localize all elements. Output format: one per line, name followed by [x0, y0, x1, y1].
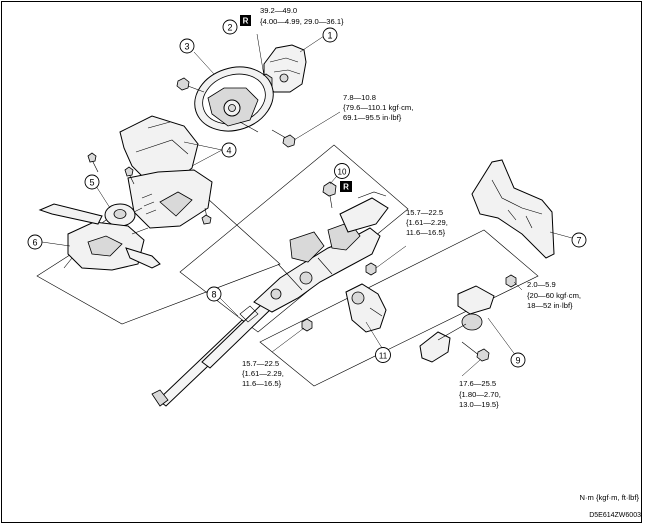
callout-3: 3 — [179, 38, 195, 54]
wheel-bolt-right — [271, 129, 296, 148]
reuse-marker-top-label: R — [243, 17, 249, 26]
steering-lock — [345, 283, 387, 333]
callout-7-label: 7 — [576, 236, 581, 246]
column-upper-box — [179, 144, 409, 333]
torque-spec-column-low: 15.7—22.5 {1.61—2.29, 11.6—16.5} — [242, 359, 284, 388]
column-nut-mid — [365, 262, 377, 276]
torque-wheel-line2: {79.6—110.1 kgf·cm, — [343, 103, 413, 112]
torque-joint-line2: {1.80—2.70, — [459, 390, 501, 399]
torque-low-line2: {1.61—2.29, — [242, 369, 284, 378]
callout-6-label: 6 — [32, 238, 37, 248]
torque-small-line2: {20—60 kgf·cm, — [527, 291, 581, 300]
torque-spec-wheel-bolt: 7.8—10.8 {79.6—110.1 kgf·cm, 69.1—95.5 i… — [343, 93, 413, 122]
column-bracket-cover — [471, 159, 555, 259]
callout-1: 1 — [322, 27, 338, 43]
column-lower-box — [259, 229, 539, 387]
steering-column — [253, 191, 389, 313]
callout-5-label: 5 — [89, 178, 94, 188]
callout-8: 8 — [206, 286, 222, 302]
torque-spec-joint-bolt: 17.6—25.5 {1.80—2.70, 13.0—19.5} — [459, 379, 501, 409]
torque-wheel-line3: 69.1—95.5 in·lbf} — [343, 113, 402, 122]
steering-shaft — [151, 301, 273, 407]
callout-5: 5 — [84, 174, 100, 190]
torque-low-line1: 15.7—22.5 — [242, 359, 279, 368]
callout-8-label: 8 — [211, 290, 216, 300]
torque-mid-line1: 15.7—22.5 — [406, 208, 443, 217]
torque-mid-line3: 11.6—16.5} — [406, 228, 446, 237]
callout-10: 10 — [334, 163, 350, 179]
reuse-marker-top: R — [240, 15, 251, 26]
callout-4-label: 4 — [226, 146, 231, 156]
callout-9-label: 9 — [515, 356, 520, 366]
callout-11-label: 11 — [379, 352, 388, 361]
column-nut-low — [301, 318, 313, 332]
callout-11: 11 — [375, 347, 391, 363]
torque-low-line3: 11.6—16.5} — [242, 379, 282, 388]
callout-2: 2 — [222, 19, 238, 35]
torque-nut-line1: 39.2—49.0 — [260, 6, 297, 15]
column-cover-lower — [127, 169, 213, 229]
reuse-marker-mid: R — [340, 181, 352, 192]
torque-wheel-line1: 7.8—10.8 — [343, 93, 376, 102]
torque-units-note: N·m {kgf·m, ft·lbf} — [580, 493, 640, 502]
torque-small-line1: 2.0—5.9 — [527, 280, 556, 289]
wheel-bolt-left — [176, 77, 205, 93]
callout-10-label: 10 — [338, 168, 347, 177]
callout-6: 6 — [27, 234, 43, 250]
torque-mid-line2: {1.61—2.29, — [406, 218, 448, 227]
leader-lines — [41, 33, 573, 377]
torque-small-line3: 18—52 in·lbf} — [527, 301, 573, 310]
callout-3-label: 3 — [184, 42, 189, 52]
torque-spec-bracket-nut: 2.0—5.9 {20—60 kgf·cm, 18—52 in·lbf} — [527, 280, 581, 310]
torque-nut-line2: {4.00—4.99, 29.0—36.1} — [260, 17, 344, 26]
cover-screw-3 — [201, 207, 212, 225]
torque-spec-nut: 39.2—49.0 {4.00—4.99, 29.0—36.1} — [260, 6, 344, 26]
clock-spring — [97, 203, 143, 227]
callout-4: 4 — [221, 142, 237, 158]
torque-joint-line3: 13.0—19.5} — [459, 400, 499, 409]
bracket-nut — [505, 274, 517, 288]
callout-7: 7 — [571, 232, 587, 248]
intermediate-shaft-joint — [419, 285, 495, 363]
torque-joint-line1: 17.6—25.5 — [459, 379, 496, 388]
combination-switch — [38, 203, 161, 271]
callout-1-label: 1 — [327, 31, 332, 41]
callout-9: 9 — [510, 352, 526, 368]
joint-bolt — [461, 341, 490, 362]
cover-screw-2 — [124, 166, 135, 185]
shear-bolt — [322, 181, 337, 209]
reuse-marker-mid-label: R — [343, 183, 349, 192]
callout-2-label: 2 — [227, 23, 232, 33]
steering-wheel — [194, 66, 274, 133]
cover-screw-1 — [87, 152, 99, 173]
torque-spec-column-mid: 15.7—22.5 {1.61—2.29, 11.6—16.5} — [406, 208, 448, 237]
drawing-code: D5E614ZW6003 — [589, 512, 641, 519]
